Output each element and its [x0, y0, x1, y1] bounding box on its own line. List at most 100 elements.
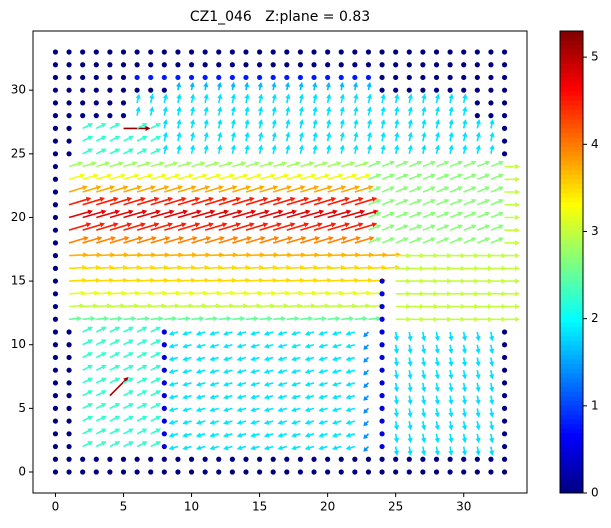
- arrow: [407, 144, 413, 154]
- arrow: [150, 415, 162, 422]
- arrow: [137, 265, 156, 271]
- arrow: [230, 131, 236, 142]
- arrow: [150, 173, 167, 180]
- arrow: [218, 290, 236, 296]
- arrow: [209, 343, 219, 349]
- colorbar-cell: [560, 67, 583, 74]
- arrow: [448, 331, 454, 342]
- arrow: [285, 144, 291, 154]
- arrow-dot: [52, 303, 59, 310]
- arrow: [96, 209, 121, 219]
- arrow: [341, 173, 358, 180]
- colorbar-cell: [560, 455, 583, 462]
- arrow: [168, 368, 179, 374]
- arrow: [182, 407, 192, 413]
- arrow-dot: [216, 49, 222, 55]
- arrow: [150, 339, 162, 346]
- arrow-dot: [311, 62, 317, 68]
- arrow: [204, 196, 228, 206]
- arrow-dot: [93, 456, 99, 462]
- arrow-dot: [52, 240, 59, 246]
- arrow: [271, 106, 277, 116]
- arrow-dot: [52, 405, 59, 411]
- arrow: [162, 131, 168, 142]
- arrow-dot: [134, 456, 140, 462]
- arrow: [504, 303, 521, 310]
- arrow: [461, 357, 467, 367]
- colorbar-cell: [560, 62, 583, 69]
- arrow-dot: [352, 49, 358, 55]
- arrow-dot: [93, 62, 99, 68]
- arrow: [393, 370, 399, 380]
- arrow-dot: [52, 456, 59, 462]
- arrow: [150, 377, 162, 384]
- arrow: [450, 316, 466, 322]
- colorbar-cell: [560, 243, 583, 249]
- arrow-dot: [297, 74, 304, 81]
- arrow: [82, 339, 94, 346]
- arrow: [477, 160, 491, 168]
- arrow: [341, 290, 358, 296]
- colorbar-cell: [560, 187, 583, 194]
- arrow: [182, 368, 192, 374]
- arrow: [353, 93, 359, 104]
- arrow-dot: [52, 151, 59, 157]
- arrow: [448, 446, 454, 456]
- arrow: [395, 253, 412, 259]
- arrow: [82, 161, 97, 168]
- arrow-dot: [243, 74, 249, 81]
- arrow-dot: [229, 49, 235, 55]
- arrow: [176, 106, 182, 116]
- arrow-dot: [433, 456, 440, 462]
- arrow: [489, 119, 495, 129]
- arrow: [286, 303, 303, 309]
- arrow-dot: [474, 74, 480, 81]
- arrow: [263, 356, 274, 362]
- arrow: [136, 222, 160, 231]
- arrow: [273, 316, 287, 322]
- arrow-dot: [501, 138, 508, 144]
- arrow: [232, 209, 257, 219]
- arrow: [245, 161, 260, 168]
- arrow: [96, 196, 119, 206]
- arrow-dot: [365, 456, 372, 462]
- arrow: [380, 144, 386, 154]
- arrow-dot: [325, 62, 331, 68]
- arrow-dot: [501, 125, 508, 131]
- arrow: [304, 368, 315, 374]
- arrow: [271, 93, 277, 104]
- arrow: [150, 135, 162, 142]
- arrow-dot: [379, 342, 385, 348]
- arrow-dot: [120, 113, 127, 119]
- arrow: [263, 381, 274, 387]
- arrow-dot: [284, 49, 290, 55]
- arrow: [195, 330, 206, 336]
- arrow: [407, 382, 413, 393]
- arrow: [504, 240, 521, 246]
- arrow: [109, 303, 126, 309]
- arrow-dot: [161, 354, 167, 361]
- arrow: [409, 160, 423, 168]
- arrow: [409, 211, 423, 219]
- arrow-dot: [148, 469, 154, 475]
- arrow: [217, 144, 223, 154]
- arrow-dot: [379, 87, 385, 93]
- arrow: [489, 144, 495, 154]
- arrow: [150, 148, 162, 155]
- arrow: [354, 265, 373, 271]
- arrow-dot: [379, 49, 385, 55]
- arrow-dot: [52, 278, 59, 284]
- arrow: [393, 331, 399, 342]
- arrow: [177, 303, 194, 309]
- arrow: [331, 381, 342, 387]
- arrow: [209, 445, 219, 451]
- arrow: [409, 224, 423, 231]
- arrow: [250, 432, 260, 438]
- colorbar-cell: [560, 72, 583, 78]
- arrow: [436, 265, 453, 271]
- arrow-dot: [66, 393, 72, 399]
- arrow: [475, 131, 481, 142]
- colorbar-cell: [560, 48, 583, 55]
- colorbar-cell: [560, 178, 583, 184]
- arrow-dot: [216, 62, 222, 68]
